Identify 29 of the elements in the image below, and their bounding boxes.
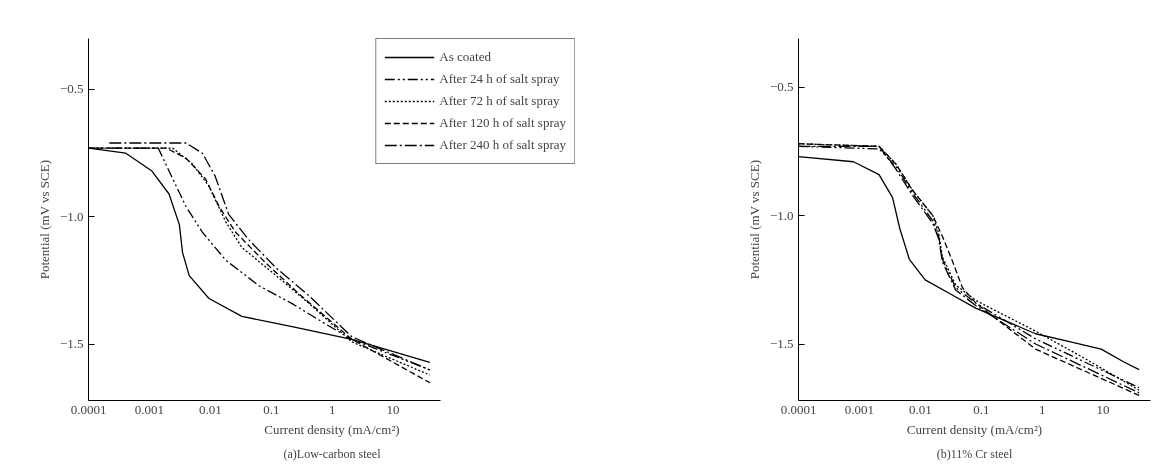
legend-label: After 72 h of salt spray (439, 93, 560, 109)
x-tick-label: 10 (386, 401, 400, 417)
y-tick-label: −0.5 (59, 81, 84, 97)
y-tick-label: −1.0 (769, 207, 794, 223)
x-tick-label: 0.0001 (70, 401, 107, 417)
x-tick-label: 0.001 (844, 401, 875, 417)
y-axis-title: Potential (mV vs SCE) (746, 159, 762, 280)
text: (a)Low-carbon steel (283, 446, 382, 461)
x-tick-label: 0.1 (263, 401, 280, 417)
legend-label: As coated (439, 49, 491, 65)
legend-label: After 24 h of salt spray (439, 71, 560, 87)
x-tick-label: 0.001 (134, 401, 165, 417)
x-tick-label: 0.1 (973, 401, 990, 417)
y-tick-label: −1.0 (59, 208, 84, 224)
legend-label: After 120 h of salt spray (439, 115, 566, 131)
x-tick-label: 1 (328, 401, 336, 417)
x-tick-label: 10 (1096, 401, 1110, 417)
y-tick-label: −1.5 (59, 336, 84, 352)
x-tick-label: 0.01 (198, 401, 222, 417)
x-tick-label: 0.0001 (780, 401, 817, 417)
x-tick-label: 0.01 (908, 401, 932, 417)
y-axis-title: Potential (mV vs SCE) (36, 159, 52, 280)
y-tick-label: −1.5 (769, 336, 794, 352)
legend-label: After 240 h of salt spray (439, 137, 566, 153)
y-tick-label: −0.5 (769, 79, 794, 95)
x-axis-title: Current density (mA/cm²) (906, 421, 1043, 437)
x-tick-label: 1 (1038, 401, 1046, 417)
text: (b)11% Cr steel (936, 446, 1013, 461)
x-axis-title: Current density (mA/cm²) (264, 421, 400, 437)
